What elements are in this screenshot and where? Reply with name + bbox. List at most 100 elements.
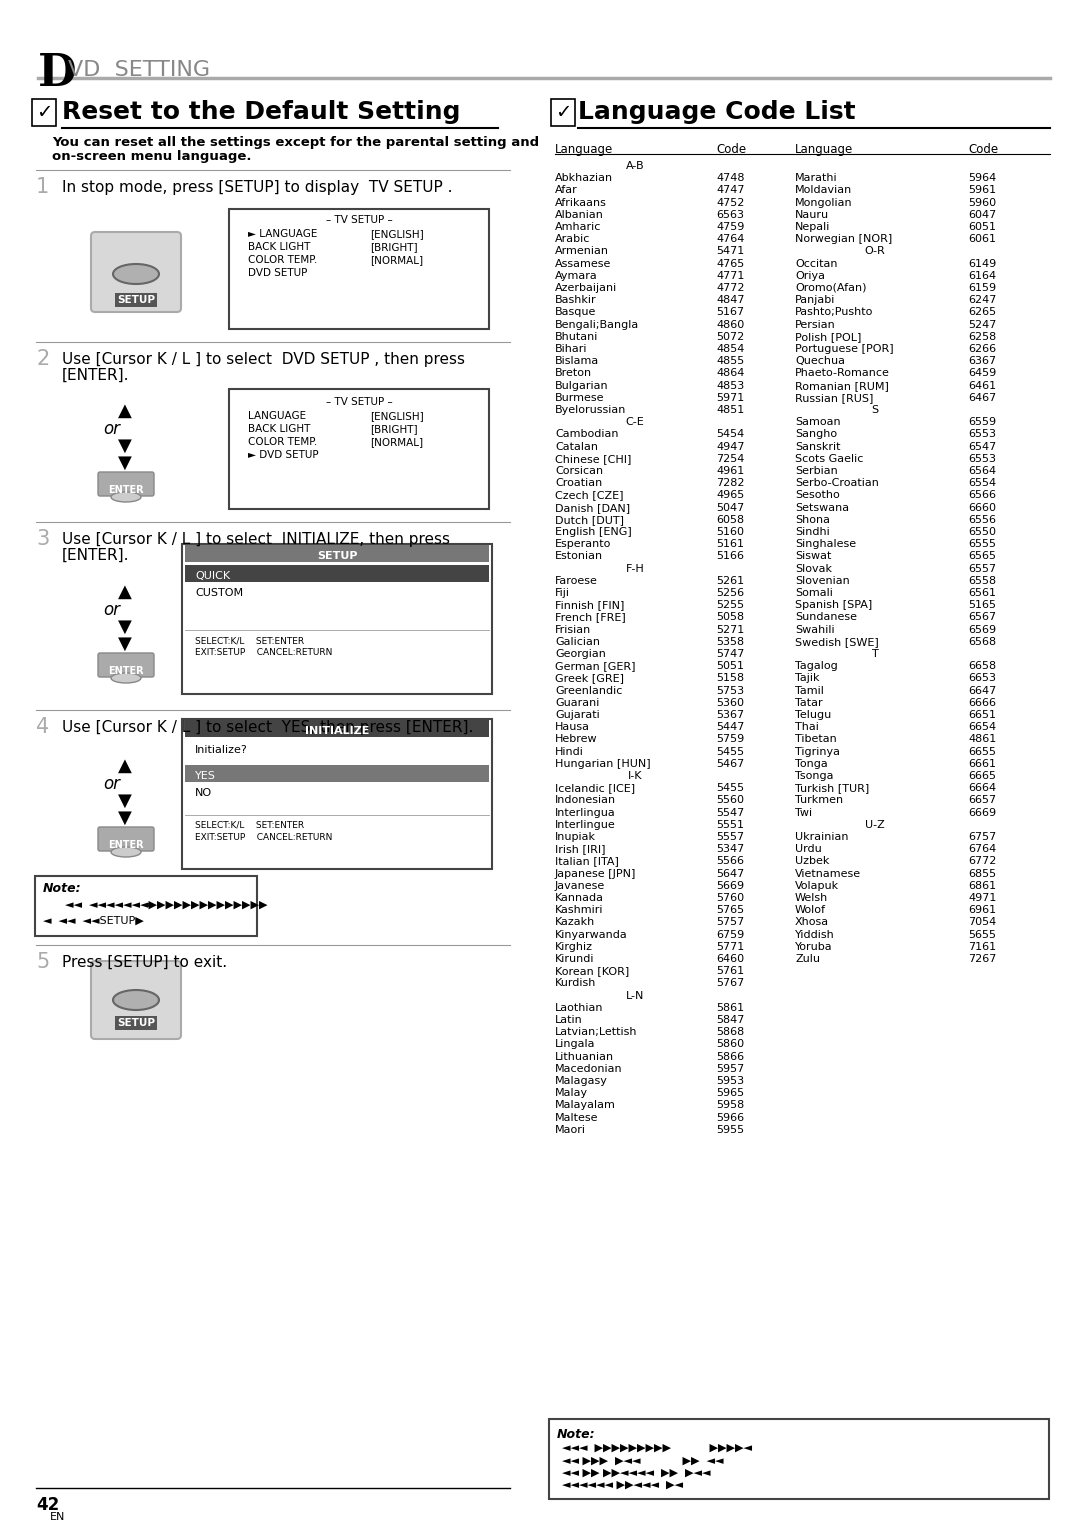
Text: Byelorussian: Byelorussian	[555, 404, 626, 415]
Text: Sanskrit: Sanskrit	[795, 441, 840, 452]
Text: U-Z: U-Z	[865, 819, 885, 830]
Text: Latin: Latin	[555, 1015, 583, 1025]
Text: 4860: 4860	[716, 319, 744, 330]
Text: 6460: 6460	[716, 954, 744, 964]
Text: 6961: 6961	[968, 905, 996, 916]
Text: ✓: ✓	[36, 102, 52, 122]
Bar	[185, 720, 489, 737]
Text: ✓: ✓	[555, 102, 571, 122]
Text: Cambodian: Cambodian	[555, 429, 619, 439]
Text: Press [SETUP] to exit.: Press [SETUP] to exit.	[62, 955, 227, 971]
Text: Russian [RUS]: Russian [RUS]	[795, 392, 874, 403]
Text: – TV SETUP –: – TV SETUP –	[326, 215, 392, 224]
Text: 4747: 4747	[716, 185, 744, 195]
Text: 6660: 6660	[968, 502, 996, 513]
Text: 4864: 4864	[716, 368, 744, 378]
Text: Galician: Galician	[555, 636, 600, 647]
Text: 5957: 5957	[716, 1064, 744, 1074]
Text: ▲: ▲	[118, 583, 132, 601]
Text: 4765: 4765	[716, 258, 744, 269]
FancyBboxPatch shape	[549, 1419, 1049, 1499]
Bar	[185, 565, 489, 581]
Text: Hebrew: Hebrew	[555, 734, 597, 745]
FancyBboxPatch shape	[183, 719, 492, 868]
Text: 6553: 6553	[968, 429, 996, 439]
Text: 6669: 6669	[968, 807, 996, 818]
Text: DVD SETUP: DVD SETUP	[248, 269, 308, 278]
Text: 6764: 6764	[968, 844, 996, 855]
Text: Malagasy: Malagasy	[555, 1076, 608, 1087]
Text: Oriya: Oriya	[795, 270, 825, 281]
Text: 5868: 5868	[716, 1027, 744, 1038]
Text: Croatian: Croatian	[555, 478, 603, 488]
Text: 5367: 5367	[716, 710, 744, 720]
Text: Code: Code	[968, 143, 998, 156]
Text: 6651: 6651	[968, 710, 996, 720]
FancyBboxPatch shape	[183, 543, 492, 694]
Text: 3: 3	[36, 530, 50, 549]
Text: 5560: 5560	[716, 795, 744, 806]
Text: Georgian: Georgian	[555, 649, 606, 659]
Text: 6553: 6553	[968, 453, 996, 464]
Text: Bengali;Bangla: Bengali;Bangla	[555, 319, 639, 330]
Text: Language: Language	[795, 143, 853, 156]
Text: 5757: 5757	[716, 917, 744, 928]
Text: 5160: 5160	[716, 526, 744, 537]
Text: 5455: 5455	[716, 783, 744, 794]
Text: 5158: 5158	[716, 673, 744, 684]
Text: Moldavian: Moldavian	[795, 185, 852, 195]
Text: Use [Cursor K / L ] to select  INITIALIZE, then press: Use [Cursor K / L ] to select INITIALIZE…	[62, 533, 450, 546]
Text: C-E: C-E	[625, 417, 645, 427]
FancyBboxPatch shape	[98, 653, 154, 678]
Text: 5447: 5447	[716, 722, 744, 732]
Text: 5971: 5971	[716, 392, 744, 403]
Text: In stop mode, press [SETUP] to display  TV SETUP .: In stop mode, press [SETUP] to display T…	[62, 180, 453, 195]
Text: Fiji: Fiji	[555, 588, 570, 598]
Text: Dutch [DUT]: Dutch [DUT]	[555, 514, 624, 525]
Text: 2: 2	[36, 349, 50, 369]
Text: Kazakh: Kazakh	[555, 917, 595, 928]
Text: 5761: 5761	[716, 966, 744, 977]
Text: Gujarati: Gujarati	[555, 710, 599, 720]
Text: LANGUAGE: LANGUAGE	[248, 410, 306, 421]
Text: Code: Code	[716, 143, 746, 156]
Text: Breton: Breton	[555, 368, 592, 378]
Text: 5965: 5965	[716, 1088, 744, 1099]
Text: Welsh: Welsh	[795, 893, 828, 903]
Text: Sindhi: Sindhi	[795, 526, 829, 537]
Text: Tonga: Tonga	[795, 758, 827, 769]
Text: Serbo-Croatian: Serbo-Croatian	[795, 478, 879, 488]
Text: 5566: 5566	[716, 856, 744, 867]
Text: ◄  ◄◄  ◄◄SETUP▶: ◄ ◄◄ ◄◄SETUP▶	[43, 916, 144, 926]
Text: Hindi: Hindi	[555, 746, 584, 757]
Text: Swahili: Swahili	[795, 624, 835, 635]
FancyBboxPatch shape	[98, 472, 154, 496]
Text: Portuguese [POR]: Portuguese [POR]	[795, 343, 893, 354]
Text: Sesotho: Sesotho	[795, 490, 840, 501]
FancyBboxPatch shape	[35, 876, 257, 935]
Text: Abkhazian: Abkhazian	[555, 172, 613, 183]
Text: ▲: ▲	[118, 757, 132, 775]
Text: 5964: 5964	[968, 172, 996, 183]
Text: SETUP: SETUP	[117, 295, 156, 305]
Text: Scots Gaelic: Scots Gaelic	[795, 453, 863, 464]
Text: 5961: 5961	[968, 185, 996, 195]
Text: [ENGLISH]: [ENGLISH]	[370, 410, 423, 421]
Text: 7254: 7254	[716, 453, 744, 464]
Text: 6563: 6563	[716, 209, 744, 220]
Text: Kirundi: Kirundi	[555, 954, 594, 964]
Text: 5455: 5455	[716, 746, 744, 757]
Text: Italian [ITA]: Italian [ITA]	[555, 856, 619, 867]
Text: Thai: Thai	[795, 722, 819, 732]
Text: Xhosa: Xhosa	[795, 917, 829, 928]
Text: Urdu: Urdu	[795, 844, 822, 855]
Text: Bulgarian: Bulgarian	[555, 380, 609, 391]
Text: Uzbek: Uzbek	[795, 856, 829, 867]
Text: Maori: Maori	[555, 1125, 586, 1135]
Text: 5960: 5960	[968, 197, 996, 208]
Text: 6557: 6557	[968, 563, 996, 574]
Text: ► DVD SETUP: ► DVD SETUP	[248, 450, 319, 459]
Ellipse shape	[111, 491, 141, 502]
Text: BACK LIGHT: BACK LIGHT	[248, 243, 310, 252]
Text: ENTER: ENTER	[108, 665, 144, 676]
